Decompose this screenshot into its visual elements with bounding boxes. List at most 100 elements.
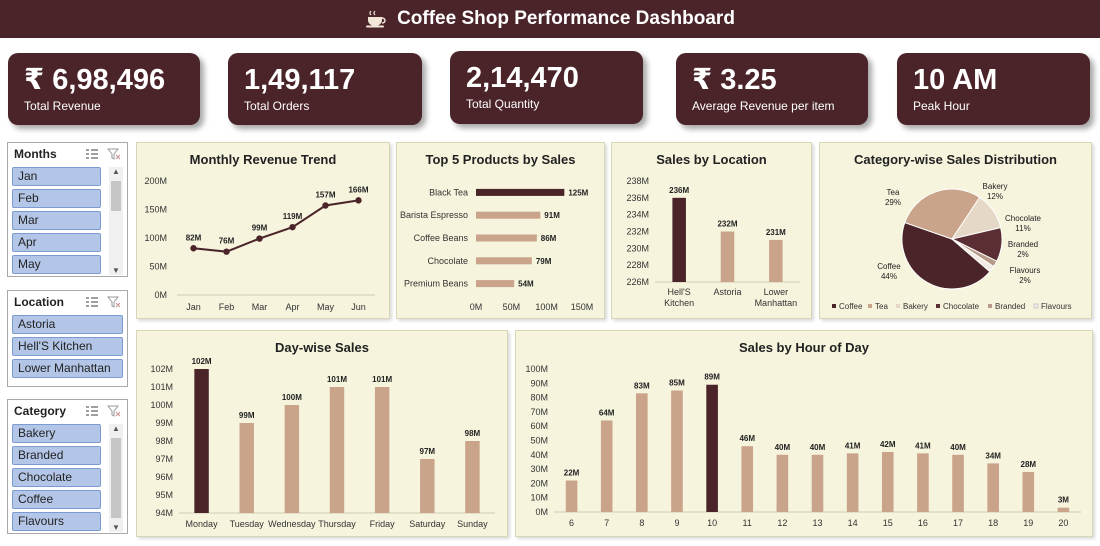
data-label: 101M	[372, 375, 392, 384]
scroll-up-icon[interactable]: ▲	[112, 424, 120, 433]
bar	[846, 453, 859, 512]
multi-select-icon[interactable]	[85, 148, 99, 160]
bar	[565, 480, 578, 512]
bar	[476, 188, 565, 196]
data-label: 232M	[717, 220, 737, 229]
clear-filter-icon[interactable]	[106, 296, 121, 308]
category-slicer: Category Bakery Branded Chocolate Coffee…	[7, 399, 128, 534]
slicer-item-may[interactable]: May	[12, 255, 101, 274]
slicer-scrollbar[interactable]: ▲ ▼	[109, 424, 123, 532]
slice-label: Tea	[887, 188, 900, 197]
data-label: 41M	[915, 441, 931, 450]
data-point	[289, 223, 296, 231]
scroll-down-icon[interactable]: ▼	[112, 523, 120, 532]
legend-label: Coffee	[839, 302, 863, 311]
slicer-item-bakery[interactable]: Bakery	[12, 424, 101, 443]
data-point	[256, 235, 263, 242]
y-tick-label: Black Tea	[429, 187, 468, 197]
slicer-item-astoria[interactable]: Astoria	[12, 315, 123, 334]
y-tick-label: 236M	[626, 193, 649, 203]
x-tick-label: May	[317, 302, 335, 312]
series-line	[193, 199, 359, 253]
multi-select-icon[interactable]	[85, 296, 99, 308]
bar	[881, 451, 894, 512]
slice-label: Branded	[1008, 240, 1038, 249]
data-label: 85M	[669, 378, 685, 387]
y-tick-label: 101M	[150, 382, 173, 392]
x-tick-label: Sunday	[457, 519, 488, 529]
data-point	[190, 245, 197, 252]
scroll-thumb[interactable]	[111, 181, 121, 211]
y-tick-label: 100M	[525, 364, 548, 374]
data-label: 79M	[536, 257, 552, 266]
clear-filter-icon[interactable]	[106, 405, 121, 417]
slicer-item-chocolate[interactable]: Chocolate	[12, 468, 101, 487]
data-label: 83M	[634, 381, 650, 390]
scroll-up-icon[interactable]: ▲	[112, 167, 120, 176]
y-tick-label: Barista Espresso	[400, 210, 468, 220]
data-label: 119M	[283, 212, 303, 221]
kpi-value: 1,49,117	[244, 64, 356, 96]
slicer-item-feb[interactable]: Feb	[12, 189, 101, 208]
dashboard-header: Coffee Shop Performance Dashboard	[0, 0, 1100, 38]
slicer-scrollbar[interactable]: ▲ ▼	[109, 167, 123, 275]
slicer-item-mar[interactable]: Mar	[12, 211, 101, 230]
x-tick-label: 13	[812, 518, 822, 528]
kpi-value: ₹ 6,98,496	[24, 64, 166, 96]
x-tick-label: 9	[674, 518, 679, 528]
slicer-item-branded[interactable]: Branded	[12, 446, 101, 465]
x-tick-label: 100M	[535, 302, 558, 312]
y-tick-label: 94M	[155, 508, 173, 518]
kpi-label: Total Quantity	[466, 97, 540, 111]
x-tick-label: 11	[743, 518, 752, 528]
y-tick-label: 200M	[144, 176, 167, 186]
y-tick-label: 0M	[535, 507, 548, 517]
legend-swatch	[832, 304, 836, 308]
legend-swatch	[868, 304, 872, 308]
slicer-item-flavours[interactable]: Flavours	[12, 512, 101, 531]
hourly-sales-panel: Sales by Hour of Day 0M 10M 20M 30M 40M 50M 60…	[515, 330, 1093, 537]
slicer-item-jan[interactable]: Jan	[12, 167, 101, 186]
x-tick-label: Astoria	[713, 287, 741, 297]
slicer-item-lower-manhattan[interactable]: Lower Manhattan	[12, 359, 123, 378]
kpi-label: Total Revenue	[24, 99, 101, 113]
slicer-item-apr[interactable]: Apr	[12, 233, 101, 252]
data-label: 91M	[544, 211, 560, 220]
slicer-item-coffee[interactable]: Coffee	[12, 490, 101, 509]
legend-label: Branded	[995, 302, 1025, 311]
x-tick-label: Friday	[370, 519, 396, 529]
slice-label: Bakery	[983, 182, 1008, 191]
data-label: 100M	[282, 393, 302, 402]
data-label: 99M	[252, 224, 268, 233]
bar	[194, 369, 209, 513]
slicer-item-hells-kitchen[interactable]: Hell'S Kitchen	[12, 337, 123, 356]
scroll-down-icon[interactable]: ▼	[112, 266, 120, 275]
kpi-value: ₹ 3.25	[692, 64, 777, 96]
data-label: 46M	[739, 434, 755, 443]
slice-percent: 2%	[1017, 250, 1029, 259]
y-tick-label: 60M	[530, 421, 548, 431]
scroll-thumb[interactable]	[111, 438, 121, 518]
clear-filter-icon[interactable]	[106, 148, 121, 160]
slicer-title: Months	[14, 147, 57, 161]
chart-title: Category-wise Sales Distribution	[854, 152, 1057, 167]
data-label: 236M	[669, 186, 689, 195]
x-tick-label: 17	[953, 518, 963, 528]
slicer-title: Location	[14, 295, 64, 309]
x-tick-label: 0M	[470, 302, 483, 312]
bar	[476, 234, 537, 242]
x-tick-label: 150M	[571, 302, 594, 312]
x-tick-label: 16	[918, 518, 928, 528]
chart-title: Day-wise Sales	[275, 340, 369, 355]
x-tick-label: 19	[1023, 518, 1033, 528]
bar	[284, 405, 300, 513]
data-label: 41M	[845, 441, 861, 450]
top-products-panel: Top 5 Products by Sales 125M Black Tea 91M…	[396, 142, 605, 319]
y-tick-label: 0M	[154, 290, 167, 300]
slice-label: Coffee	[877, 262, 901, 271]
x-tick-label: 20	[1058, 518, 1068, 528]
kpi-average-revenue: ₹ 3.25 Average Revenue per item	[676, 53, 868, 125]
multi-select-icon[interactable]	[85, 405, 99, 417]
y-tick-label: 98M	[155, 436, 173, 446]
top-products-chart: 125M Black Tea 91M Barista Espresso 86M Coffe…	[400, 187, 594, 312]
